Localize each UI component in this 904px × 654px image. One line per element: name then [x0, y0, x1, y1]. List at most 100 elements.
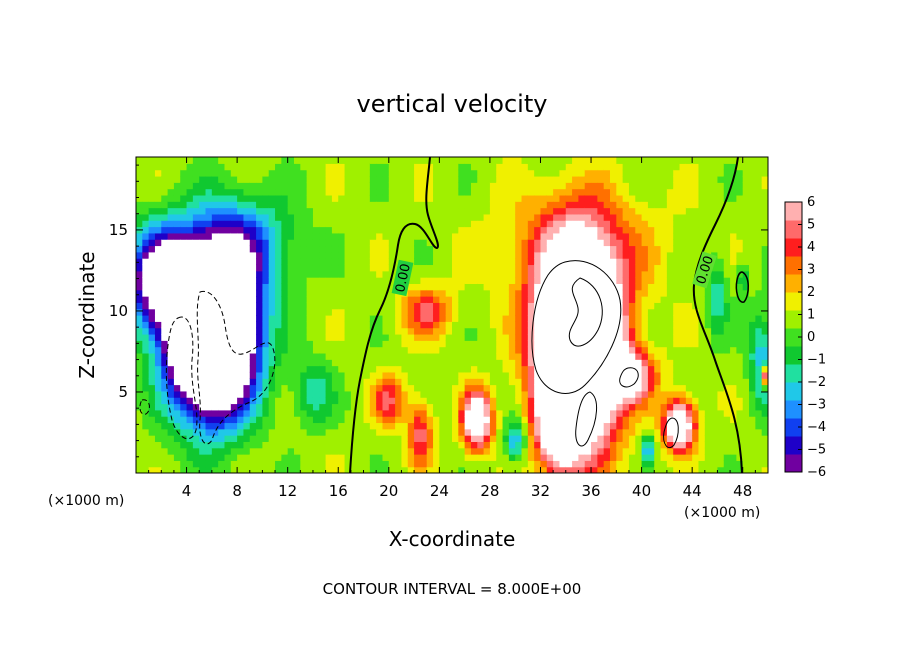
heatmap-cell — [357, 447, 365, 455]
heatmap-cell — [344, 352, 352, 360]
heatmap-cell — [622, 302, 630, 310]
heatmap-cell — [300, 321, 308, 329]
heatmap-cell — [249, 308, 257, 316]
heatmap-cell — [199, 201, 207, 209]
heatmap-cell — [249, 466, 257, 473]
heatmap-cell — [237, 289, 245, 297]
heatmap-cell — [287, 258, 295, 266]
heatmap-cell — [300, 245, 308, 253]
heatmap-cell — [698, 340, 706, 348]
heatmap-cell — [401, 333, 409, 341]
heatmap-cell — [755, 264, 763, 272]
heatmap-cell — [325, 333, 333, 341]
heatmap-cell — [584, 277, 592, 284]
heatmap-cell — [211, 403, 219, 411]
heatmap-cell — [477, 302, 485, 310]
heatmap-cell — [692, 239, 700, 247]
heatmap-cell — [180, 346, 188, 354]
heatmap-cell — [749, 207, 756, 215]
heatmap-cell — [464, 422, 472, 430]
heatmap-cell — [199, 333, 207, 341]
heatmap-cell — [230, 232, 238, 240]
heatmap-cell — [496, 194, 504, 202]
heatmap-cell — [300, 289, 308, 297]
heatmap-cell — [312, 194, 320, 202]
heatmap-cell — [540, 245, 548, 253]
heatmap-cell — [306, 270, 314, 278]
heatmap-cell — [325, 169, 333, 177]
heatmap-cell — [388, 251, 396, 259]
heatmap-cell — [395, 327, 403, 335]
heatmap-cell — [761, 365, 768, 373]
heatmap-cell — [477, 277, 485, 284]
heatmap-cell — [692, 182, 700, 190]
heatmap-cell — [369, 447, 377, 455]
heatmap-cell — [704, 213, 712, 221]
heatmap-cell — [230, 333, 238, 341]
heatmap-cell — [294, 346, 301, 354]
heatmap-cell — [338, 157, 346, 164]
heatmap-cell — [243, 378, 251, 386]
heatmap-cell — [357, 232, 365, 240]
heatmap-cell — [148, 226, 156, 234]
heatmap-cell — [173, 264, 181, 272]
heatmap-cell — [736, 175, 744, 183]
heatmap-cell — [761, 460, 768, 468]
heatmap-cell — [199, 226, 207, 234]
heatmap-cell — [338, 169, 346, 177]
heatmap-cell — [161, 194, 169, 202]
heatmap-cell — [496, 378, 504, 386]
heatmap-cell — [331, 264, 339, 272]
heatmap-cell — [445, 466, 453, 473]
heatmap-cell — [717, 416, 725, 424]
heatmap-cell — [262, 327, 270, 335]
heatmap-cell — [685, 340, 693, 348]
heatmap-cell — [401, 251, 409, 259]
heatmap-cell — [660, 194, 668, 202]
heatmap-cell — [603, 390, 611, 398]
heatmap-cell — [218, 289, 226, 297]
heatmap-cell — [673, 409, 681, 417]
heatmap-cell — [641, 390, 649, 398]
heatmap-cell — [464, 188, 472, 196]
heatmap-cell — [344, 302, 352, 310]
heatmap-cell — [698, 245, 706, 253]
heatmap-cell — [420, 403, 428, 411]
heatmap-cell — [711, 188, 719, 196]
heatmap-cell — [433, 397, 440, 405]
heatmap-cell — [154, 163, 162, 171]
heatmap-cell — [294, 378, 301, 386]
heatmap-cell — [369, 428, 377, 436]
heatmap-cell — [647, 346, 655, 354]
heatmap-cell — [205, 422, 213, 430]
heatmap-cell — [730, 397, 737, 405]
heatmap-cell — [237, 416, 245, 424]
heatmap-cell — [142, 333, 150, 341]
heatmap-cell — [622, 352, 630, 360]
heatmap-cell — [192, 390, 200, 398]
heatmap-cell — [167, 327, 175, 335]
heatmap-cell — [761, 333, 768, 341]
heatmap-cell — [148, 277, 156, 284]
heatmap-cell — [711, 346, 719, 354]
heatmap-cell — [578, 245, 586, 253]
heatmap-cell — [148, 403, 156, 411]
heatmap-cell — [420, 157, 428, 164]
heatmap-cell — [635, 454, 643, 461]
heatmap-cell — [578, 447, 586, 455]
heatmap-cell — [565, 220, 573, 228]
heatmap-cell — [401, 232, 409, 240]
heatmap-cell — [666, 220, 674, 228]
heatmap-cell — [666, 397, 674, 405]
heatmap-cell — [692, 157, 700, 164]
heatmap-cell — [470, 384, 478, 392]
heatmap-cell — [148, 188, 156, 196]
heatmap-cell — [464, 441, 472, 449]
heatmap-cell — [331, 359, 339, 367]
heatmap-cell — [426, 213, 434, 221]
heatmap-cell — [445, 460, 453, 468]
heatmap-cell — [685, 239, 693, 247]
heatmap-cell — [192, 213, 200, 221]
heatmap-cell — [199, 460, 207, 468]
heatmap-cell — [603, 232, 611, 240]
